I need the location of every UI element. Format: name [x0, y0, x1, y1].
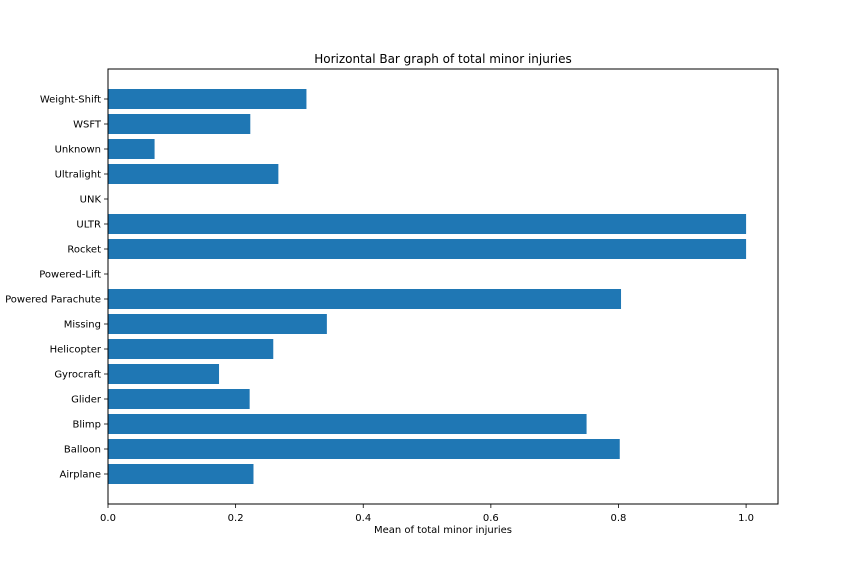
bar-powered-parachute — [108, 289, 622, 309]
y-tick-label-unknown: Unknown — [55, 145, 101, 156]
bar-blimp — [108, 414, 587, 434]
y-tick-label-airplane: Airplane — [60, 470, 101, 481]
y-tick-label-wsft: WSFT — [73, 120, 102, 131]
y-tick-label-rocket: Rocket — [67, 245, 101, 256]
y-tick-label-weight-shift: Weight-Shift — [40, 95, 101, 106]
y-tick-label-powered-lift: Powered-Lift — [39, 270, 101, 281]
bars — [108, 89, 747, 484]
x-tick-label-2: 0.4 — [355, 513, 371, 524]
y-tick-label-ultralight: Ultralight — [55, 170, 102, 181]
bar-gyrocraft — [108, 364, 220, 384]
bar-balloon — [108, 439, 620, 459]
bar-helicopter — [108, 339, 274, 359]
bar-ultralight — [108, 164, 279, 184]
bar-missing — [108, 314, 327, 334]
plot-frame — [107, 68, 779, 505]
y-tick-label-unk: UNK — [80, 195, 102, 206]
y-axis-ticks: Airplane Balloon Blimp Glider Gyrocraft Helic… — [5, 95, 108, 481]
bar-unknown — [108, 139, 155, 159]
y-tick-label-blimp: Blimp — [72, 420, 101, 431]
x-axis-ticks: 0.0 0.2 0.4 0.6 0.8 1.0 — [100, 504, 754, 524]
y-tick-label-ultr: ULTR — [76, 220, 101, 231]
y-tick-label-powered-parachute: Powered Parachute — [5, 295, 101, 306]
bar-airplane — [108, 464, 254, 484]
bar-glider — [108, 389, 250, 409]
x-tick-label-4: 0.8 — [611, 513, 627, 524]
bar-rocket — [108, 239, 747, 259]
bar-weight-shift — [108, 89, 307, 109]
y-tick-label-helicopter: Helicopter — [50, 345, 102, 356]
y-tick-label-gyrocraft: Gyrocraft — [54, 370, 101, 381]
bar-wsft — [108, 114, 251, 134]
x-axis-label: Mean of total minor injuries — [374, 525, 512, 536]
bar-ultr — [108, 214, 747, 234]
x-tick-label-5: 1.0 — [738, 513, 754, 524]
chart-title: Horizontal Bar graph of total minor inju… — [314, 52, 572, 66]
x-tick-label-1: 0.2 — [228, 513, 244, 524]
y-tick-label-balloon: Balloon — [64, 445, 101, 456]
y-tick-label-missing: Missing — [64, 320, 101, 331]
x-tick-label-0: 0.0 — [100, 513, 116, 524]
x-tick-label-3: 0.6 — [483, 513, 499, 524]
y-tick-label-glider: Glider — [71, 395, 102, 406]
